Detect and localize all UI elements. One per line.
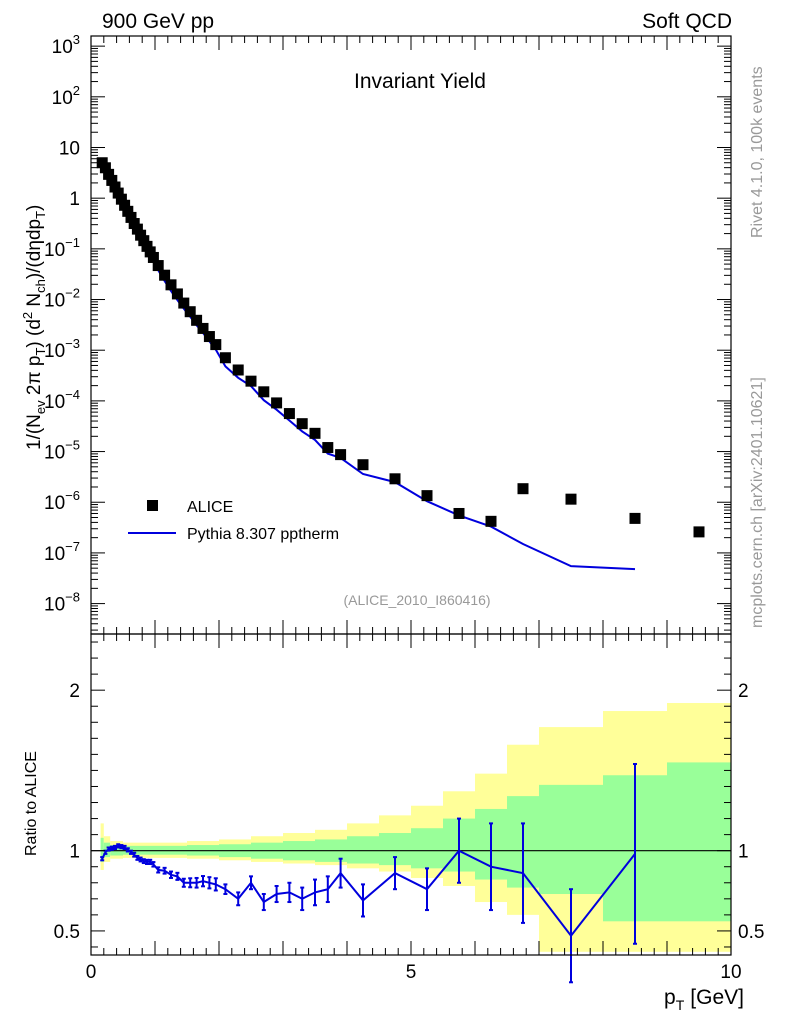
process-label: Soft QCD (642, 10, 732, 33)
alice-data-point (232, 364, 244, 376)
alice-data-point (171, 288, 183, 300)
alice-data-point (128, 218, 140, 230)
alice-data-point (389, 473, 401, 485)
legend-alice-label: ALICE (187, 499, 233, 516)
collision-label: 900 GeV pp (102, 10, 214, 33)
alice-data-point (152, 260, 164, 272)
legend: ALICE Pythia 8.307 pptherm (128, 499, 339, 543)
main-plot-frame (90, 35, 732, 635)
y-tick-label: 10−5 (44, 438, 80, 464)
alice-data-point (296, 418, 308, 430)
alice-data-point (197, 322, 209, 334)
main-plot-panel: 10310210110−110−210−310−410−510−610−710−… (20, 32, 732, 635)
uncertainty-bands (100, 703, 731, 952)
rivet-version-label: Rivet 4.1.0, 100k events (749, 66, 766, 238)
alice-data-point (517, 483, 529, 495)
x-axis-label: pT [GeV] (664, 986, 744, 1013)
alice-data-point (203, 331, 215, 343)
alice-data-point (271, 397, 283, 409)
y-tick-label: 10−6 (44, 488, 80, 514)
ratio-y-tick-label: 2 (69, 681, 80, 702)
y-tick-label: 10−8 (44, 590, 80, 616)
main-y-axis: 10310210110−110−210−310−410−510−610−710−… (44, 32, 732, 634)
alice-data-point (245, 375, 257, 387)
x-tick-label: 5 (406, 962, 417, 983)
alice-data-point (141, 240, 153, 252)
alice-data-point (335, 449, 347, 461)
legend-alice-marker (147, 500, 158, 511)
alice-data-point (109, 181, 121, 193)
y-tick-label: 10 (59, 138, 80, 159)
y-tick-label: 10−4 (44, 387, 80, 413)
y-tick-label: 102 (52, 83, 80, 109)
alice-data-point (421, 490, 433, 502)
y-tick-label: 10−7 (44, 539, 80, 565)
alice-data-point (184, 306, 196, 318)
alice-data-point (159, 269, 171, 281)
ratio-y-axis-label: Ratio to ALICE (23, 751, 40, 856)
legend-pythia-label: Pythia 8.307 pptherm (187, 526, 339, 543)
analysis-id-label: (ALICE_2010_I860416) (343, 592, 490, 608)
x-tick-label: 0 (86, 962, 97, 983)
alice-data-point (103, 168, 115, 180)
y-tick-label: 10−2 (44, 286, 80, 312)
y-tick-label: 1 (69, 189, 80, 210)
alice-data-point (357, 459, 369, 471)
alice-data-point (322, 442, 334, 454)
ratio-axes: 2 2 1 1 0.5 0.5 0 5 10 (54, 634, 764, 983)
alice-data-point (112, 187, 124, 199)
ratio-y-tick-label-right: 2 (738, 681, 749, 702)
alice-data-point (283, 408, 295, 420)
ratio-plot-panel: 2 2 1 1 0.5 0.5 0 5 10 Ratio to ALICE pT [GeV] (23, 633, 764, 1013)
pythia-curve (101, 163, 636, 571)
alice-data-point (131, 223, 143, 235)
alice-data-point (258, 386, 270, 398)
y-tick-label: 103 (52, 32, 80, 58)
alice-data-point (122, 205, 134, 217)
y-axis-label: 1/(Nev 2π pT) (d2 Nch)/(dηdpT) (20, 205, 48, 450)
alice-data-point (219, 352, 231, 364)
alice-data-point (191, 314, 203, 326)
alice-data-point (565, 493, 577, 505)
ratio-data-layer (100, 763, 637, 984)
alice-data-point (106, 174, 118, 186)
green-uncertainty-band (539, 784, 603, 895)
alice-data-point (138, 235, 150, 247)
alice-data-point (147, 251, 159, 263)
source-label: mcplots.cern.ch [arXiv:2401.10621] (749, 377, 766, 628)
alice-data-point (309, 427, 321, 439)
ratio-y-tick-label: 0.5 (54, 922, 80, 943)
ratio-y-tick-label-right: 0.5 (738, 922, 764, 943)
green-uncertainty-band (347, 836, 379, 864)
x-tick-label: 10 (720, 962, 741, 983)
ratio-y-tick-label-right: 1 (738, 842, 749, 863)
plot-title: Invariant Yield (354, 70, 486, 93)
alice-data-point (178, 297, 190, 309)
green-uncertainty-band (667, 762, 731, 922)
green-uncertainty-band (411, 828, 443, 869)
ratio-y-tick-label: 1 (69, 842, 80, 863)
green-uncertainty-band (100, 837, 104, 862)
alice-data-point (115, 193, 127, 205)
alice-data-point (165, 279, 177, 291)
alice-data-point (99, 162, 111, 174)
alice-data-point (125, 211, 137, 223)
alice-data-point (210, 339, 222, 351)
y-tick-label: 10−3 (44, 336, 80, 362)
alice-data-point (453, 507, 465, 519)
alice-data-point (629, 512, 641, 524)
alice-data-point (693, 526, 705, 538)
alice-data-point (144, 246, 156, 258)
y-tick-label: 10−1 (44, 235, 80, 261)
alice-data-point (119, 199, 131, 211)
alice-data-point (485, 515, 497, 527)
main-data-layer (96, 157, 705, 571)
